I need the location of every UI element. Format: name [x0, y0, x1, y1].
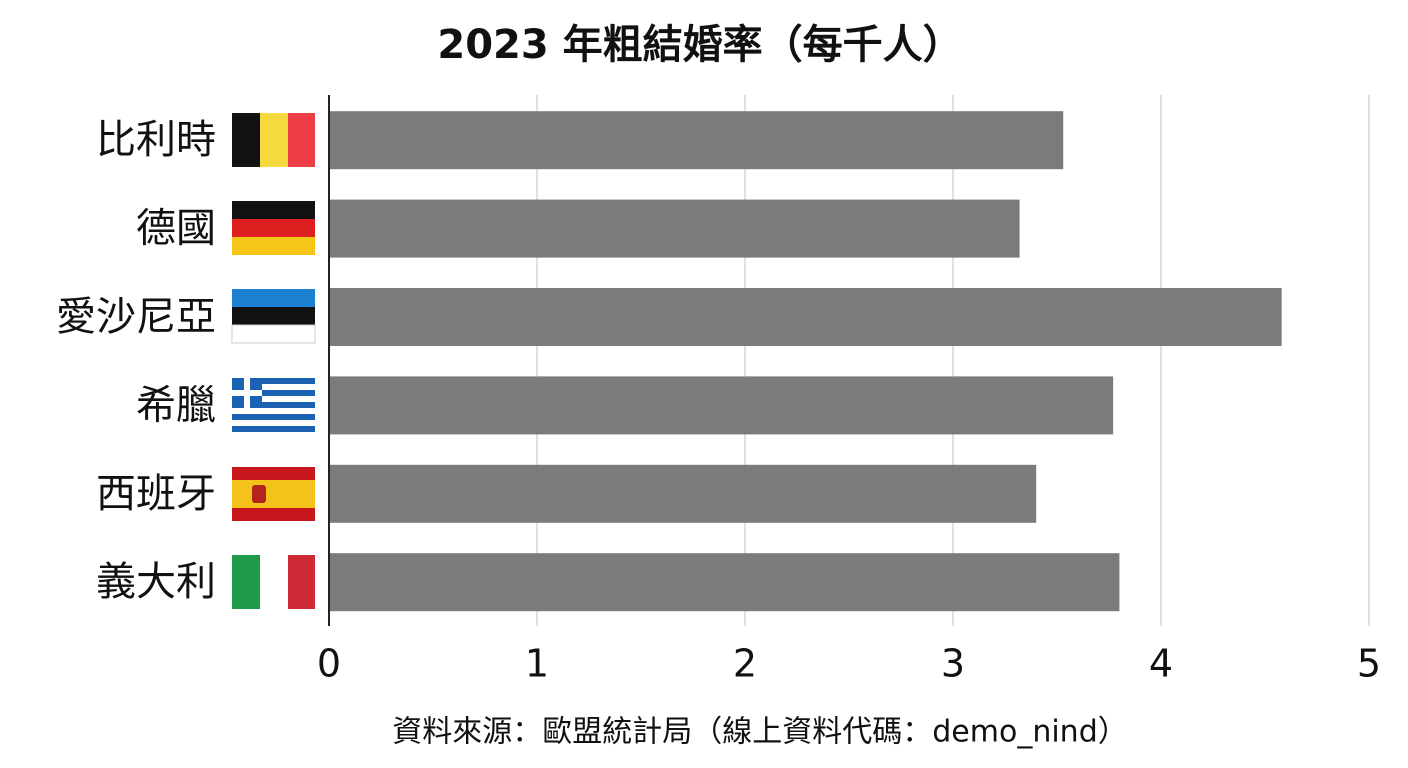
y-tick-label: 愛沙尼亞 [56, 294, 216, 340]
bar [329, 288, 1282, 346]
flag-belgium [232, 113, 315, 167]
y-tick-label: 比利時 [96, 117, 216, 163]
source-note: 資料來源：歐盟統計局（線上資料代碼：demo_nind） [392, 715, 1127, 750]
flag-germany [232, 201, 315, 255]
flag-italy [232, 555, 315, 609]
x-tick-label: 0 [317, 642, 341, 686]
y-tick-label: 西班牙 [96, 471, 216, 517]
x-tick-label: 3 [941, 642, 965, 686]
flag-greece [232, 378, 315, 432]
bar [329, 464, 1037, 523]
y-tick-label: 義大利 [96, 559, 216, 605]
y-tick-label: 希臘 [136, 382, 216, 428]
x-tick-label: 2 [733, 642, 757, 686]
y-tick-label: 德國 [136, 206, 216, 252]
bar [329, 376, 1114, 435]
x-tick-label: 4 [1149, 642, 1173, 686]
bar [329, 553, 1120, 612]
flag-spain [232, 467, 315, 521]
bars [329, 111, 1282, 612]
grid [328, 95, 1370, 626]
chart-title: 2023 年粗結婚率（每千人） [437, 22, 962, 68]
bar [329, 199, 1020, 258]
x-tick-label: 5 [1357, 642, 1381, 686]
flag-estonia [231, 289, 316, 344]
flags [231, 113, 316, 609]
x-tick-label: 1 [525, 642, 549, 686]
bar [329, 111, 1064, 170]
